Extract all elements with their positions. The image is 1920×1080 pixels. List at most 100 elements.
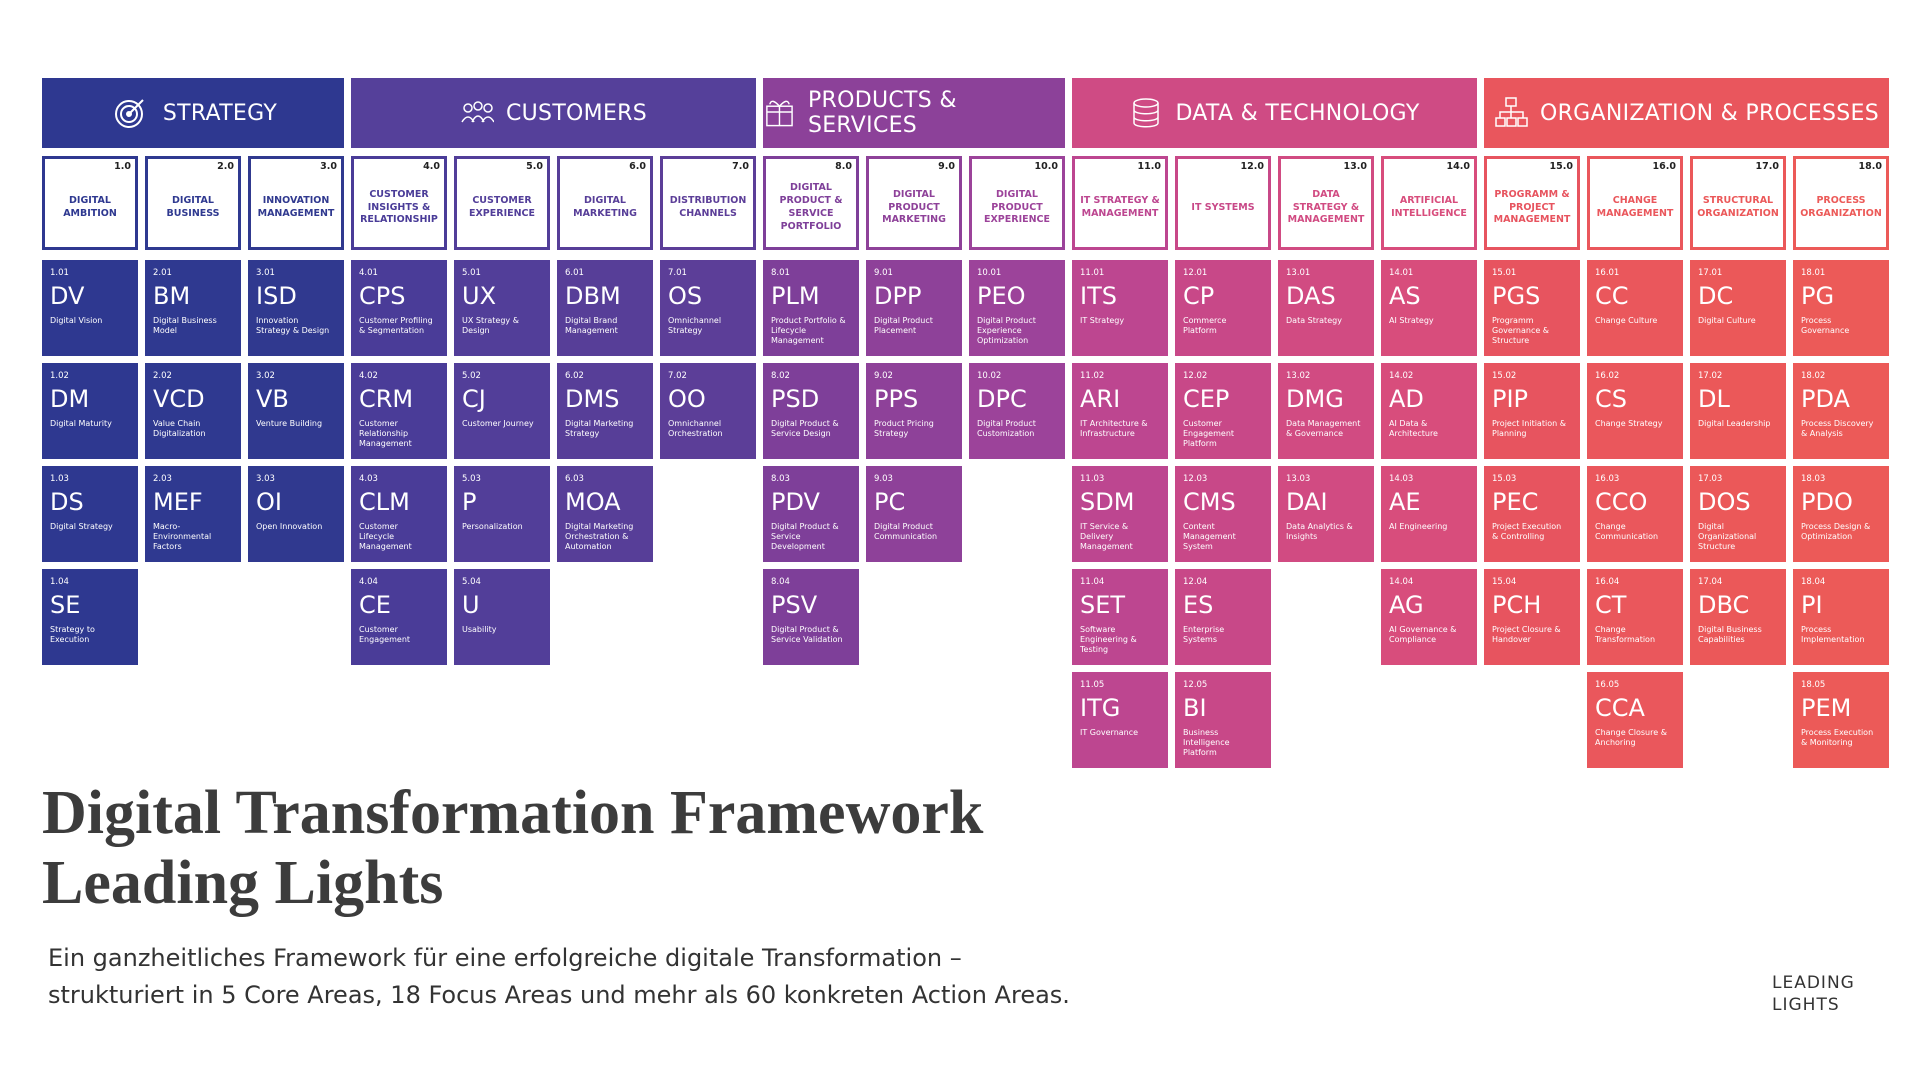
action-number: 9.03: [874, 474, 893, 484]
action-name: AI Engineering: [1389, 522, 1448, 531]
action-name: Data Strategy: [1286, 316, 1342, 325]
action-name: Digital Product Customization: [977, 419, 1036, 438]
action-area: 18.01 PG Process Governance: [1793, 260, 1889, 356]
action-area: 2.02 VCD Value Chain Digitalization: [145, 363, 241, 459]
action-code: ITS: [1080, 282, 1117, 310]
action-code: ARI: [1080, 385, 1121, 413]
action-area: 16.01 CC Change Culture: [1587, 260, 1683, 356]
action-area: 16.04 CT Change Transformation: [1587, 569, 1683, 665]
action-area: 11.02 ARI IT Architecture & Infrastructure: [1072, 363, 1168, 459]
action-number: 4.03: [359, 474, 378, 484]
action-name: Omnichannel Strategy: [668, 316, 722, 335]
action-number: 12.05: [1183, 680, 1208, 690]
action-name: Digital Product Placement: [874, 316, 933, 335]
action-area: 2.03 MEF Macro-Environmental Factors: [145, 466, 241, 562]
focus-title: DIGITAL PRODUCT MARKETING: [882, 188, 946, 226]
focus-title: DISTRIBUTION CHANNELS: [669, 195, 747, 219]
action-code: DV: [50, 282, 85, 310]
action-number: 17.01: [1698, 268, 1723, 278]
action-code: OS: [668, 282, 703, 310]
action-code: PEM: [1801, 694, 1852, 722]
subtitle: Ein ganzheitliches Framework für eine er…: [48, 940, 1070, 1014]
focus-title: IT STRATEGY & MANAGEMENT: [1080, 195, 1160, 219]
action-area: 9.02 PPS Product Pricing Strategy: [866, 363, 962, 459]
focus-title: STRUCTURAL ORGANIZATION: [1697, 195, 1779, 219]
action-area: 18.04 PI Process Implementation: [1793, 569, 1889, 665]
focus-title: PROCESS ORGANIZATION: [1800, 195, 1882, 219]
action-number: 12.01: [1183, 268, 1208, 278]
action-number: 10.01: [977, 268, 1002, 278]
focus-number: 2.0: [217, 161, 234, 172]
action-number: 11.03: [1080, 474, 1105, 484]
action-area: 3.02 VB Venture Building: [248, 363, 344, 459]
action-number: 3.01: [256, 268, 275, 278]
action-name: Customer Engagement Platform: [1183, 419, 1235, 448]
action-code: AG: [1389, 591, 1424, 619]
action-name: Omnichannel Orchestration: [668, 419, 723, 438]
action-number: 4.04: [359, 577, 378, 587]
action-area: 16.02 CS Change Strategy: [1587, 363, 1683, 459]
action-area: 16.05 CCA Change Closure & Anchoring: [1587, 672, 1683, 768]
action-area: 11.04 SET Software Engineering & Testing: [1072, 569, 1168, 665]
action-number: 18.05: [1801, 680, 1826, 690]
core-icon: [461, 101, 494, 123]
action-area: 9.01 DPP Digital Product Placement: [866, 260, 962, 356]
action-number: 8.03: [771, 474, 790, 484]
action-number: 9.02: [874, 371, 893, 381]
action-name: Process Discovery & Analysis: [1801, 419, 1874, 438]
action-number: 1.01: [50, 268, 69, 278]
action-code: VB: [256, 385, 289, 413]
action-number: 6.02: [565, 371, 584, 381]
action-number: 18.03: [1801, 474, 1826, 484]
action-area: 6.01 DBM Digital Brand Management: [557, 260, 653, 356]
action-number: 18.01: [1801, 268, 1826, 278]
action-code: PGS: [1492, 282, 1541, 310]
title-line: Leading Lights: [42, 849, 444, 917]
action-area: 8.04 PSV Digital Product & Service Validat…: [763, 569, 859, 665]
action-number: 6.03: [565, 474, 584, 484]
action-code: DAS: [1286, 282, 1336, 310]
action-area: 15.04 PCH Project Closure & Handover: [1484, 569, 1580, 665]
action-code: PC: [874, 488, 906, 516]
action-name: Venture Building: [256, 419, 323, 428]
focus-number: 13.0: [1343, 161, 1367, 172]
action-name: Customer Journey: [462, 419, 534, 428]
action-area: 8.02 PSD Digital Product & Service Design: [763, 363, 859, 459]
action-area: 3.03 OI Open Innovation: [248, 466, 344, 562]
action-number: 11.01: [1080, 268, 1105, 278]
action-number: 12.04: [1183, 577, 1208, 587]
action-number: 14.03: [1389, 474, 1414, 484]
action-number: 4.02: [359, 371, 378, 381]
action-area: 3.01 ISD Innovation Strategy & Design: [248, 260, 344, 356]
action-code: PEO: [977, 282, 1026, 310]
focus-title: DIGITAL MARKETING: [573, 195, 637, 219]
action-name: Digital Strategy: [50, 522, 113, 531]
action-area: 15.02 PIP Project Initiation & Planning: [1484, 363, 1580, 459]
action-number: 1.03: [50, 474, 69, 484]
focus-title: CHANGE MANAGEMENT: [1596, 195, 1674, 219]
action-name: IT Governance: [1080, 728, 1139, 737]
action-number: 7.02: [668, 371, 687, 381]
focus-area: 6.0 DIGITAL MARKETING: [557, 156, 653, 250]
focus-number: 17.0: [1755, 161, 1779, 172]
action-code: CT: [1595, 591, 1627, 619]
action-name: Digital Maturity: [50, 419, 112, 428]
action-code: PG: [1801, 282, 1835, 310]
action-number: 9.01: [874, 268, 893, 278]
action-area: 17.02 DL Digital Leadership: [1690, 363, 1786, 459]
action-area: 10.02 DPC Digital Product Customization: [969, 363, 1065, 459]
action-number: 13.01: [1286, 268, 1311, 278]
action-area: 18.02 PDA Process Discovery & Analysis: [1793, 363, 1889, 459]
focus-title: PROGRAMM & PROJECT MANAGEMENT: [1493, 188, 1571, 226]
action-area: 15.01 PGS Programm Governance & Structure: [1484, 260, 1580, 356]
action-code: DC: [1698, 282, 1734, 310]
action-code: DBM: [565, 282, 621, 310]
core-area-header: ORGANIZATION & PROCESSES: [1484, 78, 1889, 148]
action-code: DMS: [565, 385, 620, 413]
focus-area: 16.0 CHANGE MANAGEMENT: [1587, 156, 1683, 250]
action-code: SE: [50, 591, 81, 619]
action-number: 8.01: [771, 268, 790, 278]
action-name: Value Chain Digitalization: [153, 419, 206, 438]
action-area: 12.02 CEP Customer Engagement Platform: [1175, 363, 1271, 459]
action-name: Digital Business Model: [153, 316, 217, 335]
